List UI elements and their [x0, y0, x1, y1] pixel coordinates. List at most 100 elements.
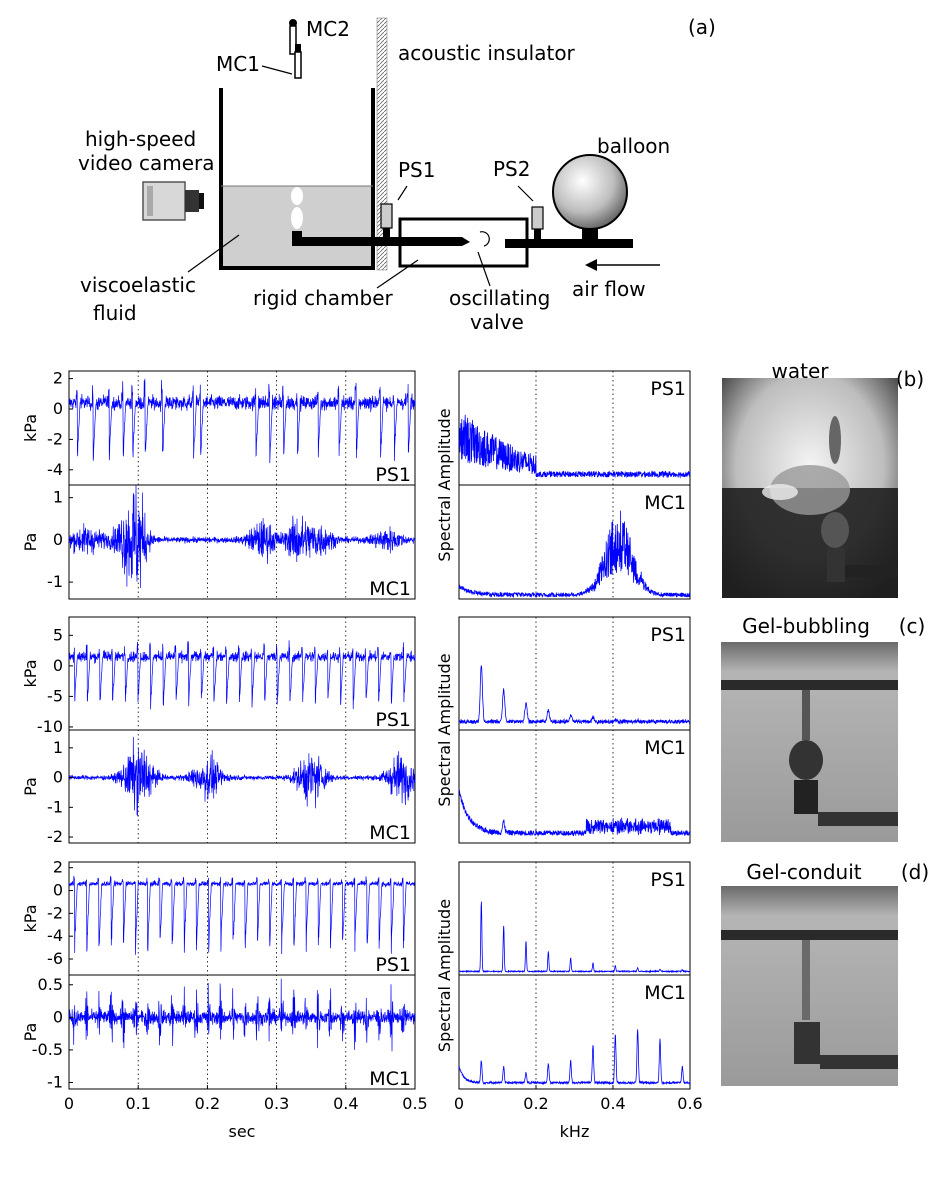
microphone-mc1: [294, 44, 302, 79]
sensor-ps2: [531, 206, 544, 230]
camera-icon: [142, 181, 204, 221]
photo-title-gel-conduit: Gel-conduit: [746, 860, 861, 884]
y-tick-label: -2: [47, 827, 63, 846]
y-tick-label: 0: [53, 656, 63, 675]
panel-label-b: (b): [896, 367, 924, 391]
y-tick-label: -1: [47, 797, 63, 816]
panel-label-a: (a): [688, 15, 716, 39]
time-trace-ps1: [68, 640, 416, 710]
time-trace-mc1: [68, 736, 416, 817]
spectrum-y-label: Spectral Amplitude: [435, 653, 454, 806]
x-tick-label: 0.3: [264, 1094, 289, 1113]
y-axis-label: kPa: [21, 905, 40, 933]
time-panel-top: [68, 616, 416, 731]
x-tick-label: 0: [454, 1094, 464, 1113]
y-tick-label: -5: [47, 686, 63, 705]
time-panel-top: [68, 370, 416, 486]
spectrum-trace-ps1: [458, 414, 691, 479]
trace-name-mc1: MC1: [369, 578, 411, 600]
spectrum-y-label: Spectral Amplitude: [435, 408, 454, 561]
x-tick-label: 0.2: [195, 1094, 220, 1113]
y-tick-label: 0: [53, 399, 63, 418]
time-trace-ps1: [68, 875, 416, 955]
valve-icon: [479, 231, 490, 247]
balloon-icon: [552, 154, 628, 230]
photo-d: Gel-conduit (d): [721, 860, 929, 1086]
spectrum-trace-mc1: [458, 789, 691, 837]
label-fluid-1: viscoelastic: [80, 273, 196, 297]
spectrum-name-ps1: PS1: [650, 378, 686, 400]
y-tick-label: -4: [47, 460, 63, 479]
photo-b: water (b): [722, 359, 924, 598]
y-tick-label: 1: [53, 738, 63, 757]
trace-name-ps1: PS1: [375, 954, 411, 976]
label-airflow: air flow: [572, 277, 646, 301]
spectrum-panel-bottom: [458, 974, 691, 1090]
tank-wall: [219, 88, 375, 270]
frequency-axis-label: kHz: [560, 1122, 590, 1141]
label-camera-1: high-speed: [85, 127, 196, 151]
label-mc1: MC1: [216, 52, 260, 76]
time-trace-mc1: [68, 484, 416, 588]
trace-name-mc1: MC1: [369, 1068, 411, 1090]
label-balloon: balloon: [597, 134, 670, 158]
spectrum-y-label: Spectral Amplitude: [435, 899, 454, 1052]
spectrum-name-mc1: MC1: [644, 982, 686, 1004]
photo-title-gel-bubbling: Gel-bubbling: [742, 614, 870, 638]
y-tick-label: 0.5: [38, 975, 63, 994]
x-tick-label: 0.4: [600, 1094, 625, 1113]
y-tick-label: 2: [53, 858, 63, 877]
spectrum-panel-bottom: [458, 729, 691, 844]
y-tick-label: 2: [53, 369, 63, 388]
plots-area: 2 0 -2 -4 kPa PS1 1 0 -1 Pa MC1 PS1 MC1 Spectral Ampl…: [21, 369, 703, 1141]
panel-label-d: (d): [901, 860, 929, 884]
y-tick-label: 0: [53, 768, 63, 787]
y-tick-label: 1: [53, 488, 63, 507]
bubble: [291, 187, 303, 205]
label-mc2: MC2: [306, 17, 350, 41]
x-tick-label: 0.6: [677, 1094, 702, 1113]
x-tick-label: 0: [64, 1094, 74, 1113]
trace-name-ps1: PS1: [375, 464, 411, 486]
x-tick-label: 0.2: [523, 1094, 548, 1113]
time-trace-mc1: [68, 978, 416, 1052]
label-ps2: PS2: [493, 157, 530, 181]
trace-name-ps1: PS1: [375, 709, 411, 731]
y-tick-label: 0: [53, 881, 63, 900]
y-tick-label: -10: [37, 717, 63, 736]
spectrum-trace-mc1: [458, 1029, 691, 1086]
time-trace-ps1: [68, 378, 416, 464]
inlet-pipe: [292, 237, 404, 246]
spectrum-trace-ps1: [458, 665, 691, 725]
y-axis-label: Pa: [21, 1023, 40, 1042]
microphone-mc2: [289, 19, 297, 55]
y-tick-label: -0.5: [32, 1040, 63, 1059]
x-tick-label: 0.4: [333, 1094, 358, 1113]
spectrum-name-ps1: PS1: [650, 624, 686, 646]
label-camera-2: video camera: [78, 151, 215, 175]
time-panel-bottom: [68, 974, 416, 1090]
label-ps1: PS1: [398, 158, 435, 182]
y-axis-label: kPa: [21, 414, 40, 442]
trace-name-mc1: MC1: [369, 822, 411, 844]
x-tick-label: 0.5: [402, 1094, 427, 1113]
y-tick-label: 5: [53, 625, 63, 644]
label-valve-2: valve: [470, 310, 524, 334]
spectrum-name-mc1: MC1: [644, 492, 686, 514]
acoustic-insulator: [376, 17, 388, 271]
label-chamber: rigid chamber: [253, 286, 393, 310]
y-tick-label: 0: [53, 1007, 63, 1026]
spectrum-panel-bottom: [458, 484, 691, 600]
time-axis-label: sec: [229, 1122, 256, 1141]
time-panel-bottom: [68, 484, 416, 600]
y-tick-label: -6: [47, 949, 63, 968]
y-axis-label: kPa: [21, 660, 40, 688]
y-tick-label: -2: [47, 429, 63, 448]
panel-label-c: (c): [899, 614, 926, 638]
schematic-panel: (a) acoustic insulator MC2 MC1 high-spee…: [78, 15, 716, 334]
label-valve-1: oscillating: [449, 286, 550, 310]
y-tick-label: -1: [47, 572, 63, 591]
y-tick-label: 0: [53, 530, 63, 549]
label-fluid-2: fluid: [93, 301, 137, 325]
